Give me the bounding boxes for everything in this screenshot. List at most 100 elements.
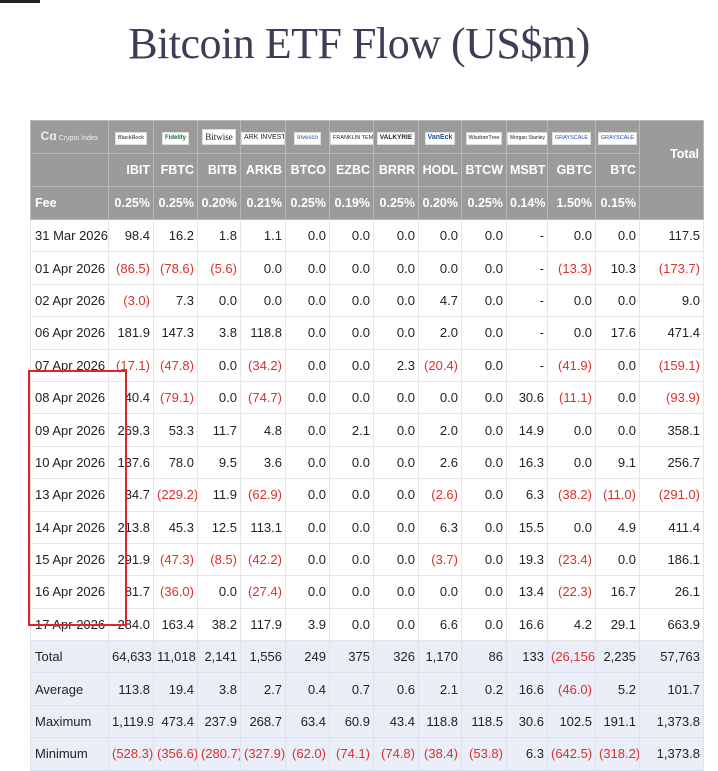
row-label: Maximum [30,704,109,739]
flow-cell: - [506,251,548,285]
flow-cell: 0.0 [329,380,374,415]
flow-cell: (11.1) [547,380,596,415]
flow-cell: 375 [329,640,374,674]
issuer-logo: Bitwise [202,129,236,146]
flow-cell: 2.0 [418,413,462,447]
flow-cell: 3.8 [197,672,241,706]
row-label: Minimum [30,737,109,771]
flow-cell: 0.0 [418,575,462,609]
flow-cell: 81.7 [108,575,154,609]
daily-flow-row: 09 Apr 2026 269.3 53.3 11.7 4.8 0.0 2.1 0.0 2.0 0… [30,413,704,447]
flow-cell: 0.0 [547,413,596,447]
flow-cell: 0.0 [595,380,640,415]
flow-cell: 0.0 [461,316,507,350]
flow-cell: 0.0 [329,316,374,350]
issuer-logo-cell: VanEck [418,120,462,154]
total-cell: 1,373.8 [639,737,704,771]
flow-cell: 15.5 [506,510,548,544]
flow-cell: (3.0) [108,283,154,318]
flow-cell: 12.5 [197,510,241,544]
flow-cell: 4.2 [547,607,596,642]
row-label: 02 Apr 2026 [30,283,109,318]
flow-cell: (86.5) [108,251,154,285]
flow-cell: 0.0 [595,348,640,382]
flow-cell: 0.0 [595,218,640,253]
flow-cell: 0.0 [373,542,419,577]
flow-cell: (27.4) [240,575,286,609]
flow-cell: (8.5) [197,542,241,577]
flow-cell: 16.6 [506,672,548,706]
flow-cell: 181.9 [108,316,154,350]
summary-row: Maximum 1,119.9 473.4 237.9 268.7 63.4 60.9 43.… [30,704,704,739]
flow-cell: 0.7 [329,672,374,706]
flow-cell: 16.7 [595,575,640,609]
daily-flow-row: 13 Apr 2026 34.7 (229.2) 11.9 (62.9) 0.0 0.0 0.… [30,478,704,512]
flow-cell: 0.0 [285,283,330,318]
flow-cell: 117.9 [240,607,286,642]
flow-cell: 284.0 [108,607,154,642]
flow-cell: 63.4 [285,704,330,739]
daily-flow-row: 14 Apr 2026 213.8 45.3 12.5 113.1 0.0 0.0 0.0 6.… [30,510,704,544]
flow-cell: 2.3 [373,348,419,382]
issuer-logo-cell: FRANKLIN TEMPLETON [329,120,374,154]
row-label: 07 Apr 2026 [30,348,109,382]
fee-cell: 0.15% [595,186,640,220]
flow-cell: 0.0 [285,445,330,480]
issuer-logo-cell: GRAYSCALE [595,120,640,154]
flow-cell: 133 [506,640,548,674]
flow-cell: 38.2 [197,607,241,642]
issuer-logo-cell: ARK INVEST [240,120,286,154]
flow-cell: 191.1 [595,704,640,739]
issuer-logo: Fidelity [161,131,189,145]
row-label: 14 Apr 2026 [30,510,109,544]
flow-cell: 269.3 [108,413,154,447]
flow-cell: 64,633 [108,640,154,674]
flow-cell: 0.0 [373,607,419,642]
flow-cell: 6.6 [418,607,462,642]
flow-cell: (17.1) [108,348,154,382]
flow-cell: 0.0 [547,316,596,350]
daily-flow-row: 01 Apr 2026 (86.5) (78.6) (5.6) 0.0 0.0 0.0 0.0… [30,251,704,285]
flow-cell: 0.0 [595,542,640,577]
total-cell: (93.9) [639,380,704,415]
row-label: Total [30,640,109,674]
flow-cell: 9.5 [197,445,241,480]
brand-logo-cell: Cɑ Crypto Index [30,120,109,154]
flow-cell: 0.0 [595,283,640,318]
row-label: 31 Mar 2026 [30,218,109,253]
flow-cell: 30.6 [506,704,548,739]
issuer-logo-cell: WisdomTree [461,120,507,154]
issuer-logo: VanEck [424,131,456,145]
fee-cell: 0.25% [153,186,198,220]
flow-cell: 3.9 [285,607,330,642]
flow-cell: (2.6) [418,478,462,512]
flow-cell: 213.8 [108,510,154,544]
flow-cell: (36.0) [153,575,198,609]
flow-cell: 0.0 [285,413,330,447]
row-label: 15 Apr 2026 [30,542,109,577]
flow-cell: 0.0 [329,218,374,253]
issuer-logo: GRAYSCALE [551,131,592,145]
top-edge-mark [0,0,40,3]
flow-cell: (78.6) [153,251,198,285]
flow-cell: 118.8 [240,316,286,350]
daily-flow-row: 17 Apr 2026 284.0 163.4 38.2 117.9 3.9 0.0 0.0 6… [30,607,704,642]
total-cell: (291.0) [639,478,704,512]
brand-logo: Cɑ Crypto Index [32,130,108,143]
flow-cell: 4.9 [595,510,640,544]
flow-cell: 0.0 [418,218,462,253]
total-cell: 9.0 [639,283,704,318]
ticker-header: IBIT [108,153,154,187]
flow-cell: 0.0 [547,283,596,318]
flow-cell: 0.0 [285,348,330,382]
ticker-header: ARKB [240,153,286,187]
flow-cell: 0.2 [461,672,507,706]
flow-cell: 3.8 [197,316,241,350]
row-label: 16 Apr 2026 [30,575,109,609]
flow-cell: 0.0 [461,445,507,480]
row-label: 13 Apr 2026 [30,478,109,512]
flow-cell: 113.8 [108,672,154,706]
flow-cell: 291.9 [108,542,154,577]
flow-cell: (327.9) [240,737,286,771]
flow-cell: 2,235 [595,640,640,674]
